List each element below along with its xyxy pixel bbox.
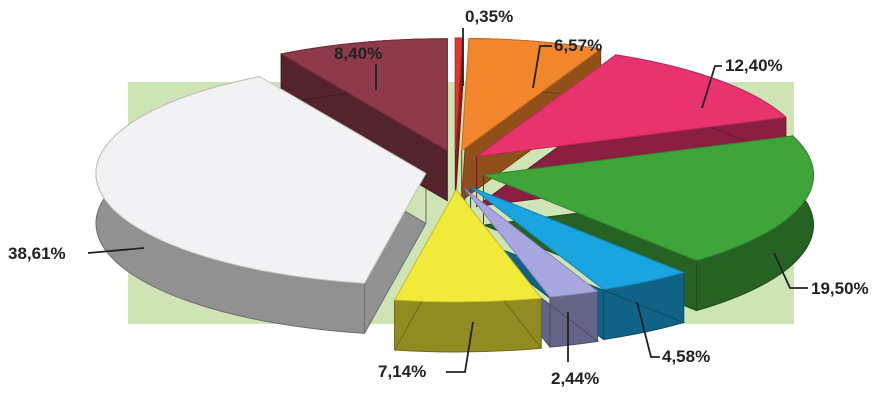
leader-line-1 [532, 45, 552, 89]
slice-4 [470, 186, 686, 291]
slice-3 [481, 135, 814, 262]
slice-label-8: 8,40% [334, 44, 382, 63]
leader-line-2 [701, 65, 722, 109]
slice-label-5: 2,44% [551, 369, 599, 388]
leader-line-6 [446, 321, 474, 373]
leader-line-7 [87, 247, 145, 254]
slice-2 [476, 54, 787, 157]
leader-line-4 [636, 301, 660, 358]
slice-8 [279, 38, 448, 152]
slice-label-7: 38,61% [8, 244, 66, 263]
slice-label-2: 12,40% [725, 56, 783, 75]
slice-5 [464, 188, 599, 298]
leader-line-3 [773, 252, 808, 289]
slice-label-6: 7,14% [378, 362, 426, 381]
slice-6 [393, 189, 543, 303]
slice-label-3: 19,50% [811, 279, 869, 298]
slice-label-0: 0,35% [465, 7, 513, 26]
slice-1 [461, 38, 602, 152]
slice-label-1: 6,57% [554, 36, 602, 55]
slice-label-4: 4,58% [662, 347, 710, 366]
slice-7 [95, 76, 427, 284]
slice-tops [95, 37, 814, 303]
